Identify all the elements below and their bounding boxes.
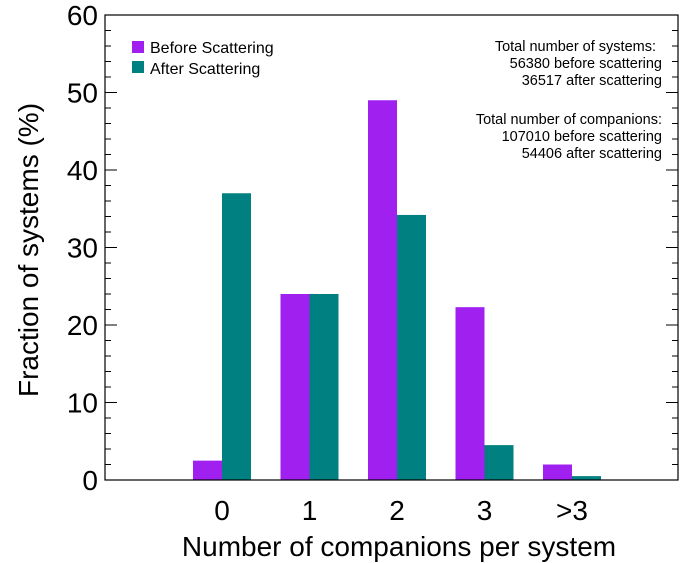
ticks-group: 0 10 20 30 40 50 60 0 1 2 3 >3 [67, 0, 678, 526]
y-axis-label: Fraction of systems (%) [13, 103, 44, 397]
legend-label-after: After Scattering [150, 61, 260, 78]
y-tick-label-0: 0 [82, 465, 98, 496]
legend: Before Scattering After Scattering [132, 40, 274, 78]
annotations: Total number of systems: 56380 before sc… [476, 39, 662, 162]
bar-before-3 [455, 307, 485, 480]
labels-group: Number of companions per system Fraction… [13, 103, 616, 562]
y-tick-label-20: 20 [67, 310, 98, 341]
legend-label-before: Before Scattering [150, 40, 274, 57]
annotation-line-4: Total number of companions: [476, 112, 662, 128]
y-tick-label-10: 10 [67, 388, 98, 419]
bar-before-0 [193, 460, 222, 480]
bar-before-2 [368, 100, 397, 480]
x-tick-label-1: 1 [302, 495, 318, 526]
annotation-line-3: 36517 after scattering [522, 73, 662, 89]
x-axis-label: Number of companions per system [182, 531, 616, 562]
bar-before-4 [543, 464, 572, 480]
x-tick-label-4: >3 [556, 495, 588, 526]
bar-after-0 [222, 193, 251, 480]
annotation-line-1: Total number of systems: [495, 39, 656, 55]
y-tick-label-40: 40 [67, 155, 98, 186]
annotation-line-2: 56380 before scattering [510, 56, 662, 72]
bar-after-3 [484, 445, 514, 480]
annotation-line-6: 54406 after scattering [522, 146, 662, 162]
y-tick-label-60: 60 [67, 0, 98, 31]
y-tick-label-50: 50 [67, 78, 98, 109]
bar-after-4 [572, 476, 601, 480]
bar-after-2 [397, 214, 426, 480]
y-tick-label-30: 30 [67, 233, 98, 264]
legend-swatch-after [132, 61, 144, 73]
x-tick-label-2: 2 [389, 495, 405, 526]
legend-swatch-before [132, 41, 144, 53]
x-tick-label-0: 0 [214, 495, 230, 526]
bars-group [193, 100, 601, 480]
bar-after-1 [309, 294, 339, 480]
bar-before-1 [280, 294, 310, 480]
annotation-line-5: 107010 before scattering [502, 129, 662, 145]
x-tick-label-3: 3 [477, 495, 493, 526]
